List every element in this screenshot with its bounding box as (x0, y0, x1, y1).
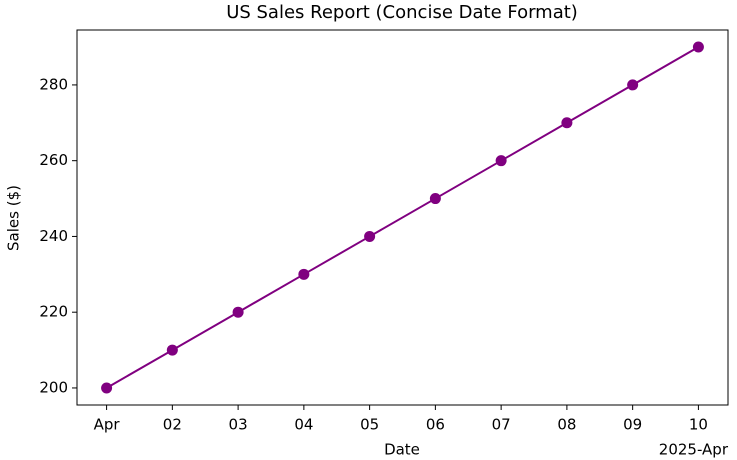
x-tick-label: 02 (163, 416, 182, 434)
y-tick-label: 220 (39, 303, 68, 321)
x-tick-label: 07 (492, 416, 511, 434)
x-tick-label: 10 (689, 416, 708, 434)
marker (364, 230, 376, 242)
marker (166, 344, 178, 356)
line (106, 46, 699, 389)
marker (495, 155, 507, 167)
x-axis-label: Date (384, 441, 420, 459)
plot-frame (76, 29, 729, 406)
marker (429, 193, 441, 205)
x-tick-label: 03 (229, 416, 248, 434)
x-tick-label: 04 (294, 416, 313, 434)
marker (561, 117, 573, 129)
chart-title: US Sales Report (Concise Date Format) (226, 2, 578, 23)
y-tick-label: 200 (39, 378, 68, 396)
x-tick-label: 09 (623, 416, 642, 434)
marker (627, 79, 639, 91)
y-tick-label: 260 (39, 151, 68, 169)
marker (101, 382, 113, 394)
y-tick-label: 280 (39, 75, 68, 93)
x-tick-label: 06 (426, 416, 445, 434)
x-tick-label: Apr (94, 416, 121, 434)
x-offset-label: 2025-Apr (659, 441, 729, 459)
marker (232, 306, 244, 318)
marker (298, 268, 310, 280)
x-tick-label: 05 (360, 416, 379, 434)
y-tick-label: 240 (39, 227, 68, 245)
x-tick-label: 08 (557, 416, 576, 434)
marker (692, 41, 704, 53)
y-axis-label: Sales ($) (5, 185, 23, 251)
